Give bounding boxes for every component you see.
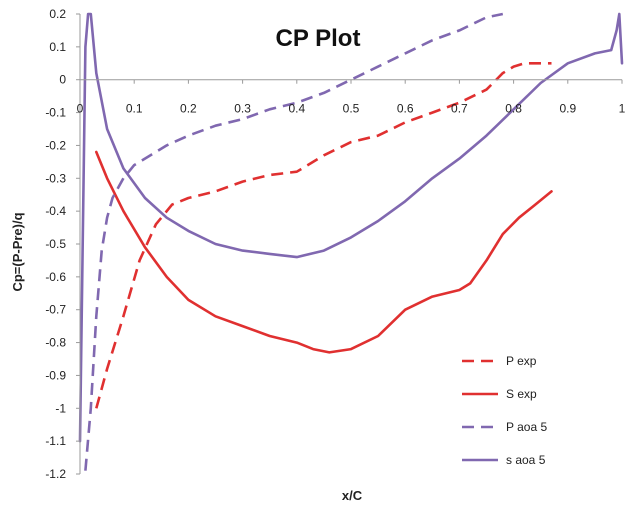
x-axis-label: x/C	[342, 488, 363, 503]
axis-layer: 0.2 0.1 0 -0.1 -0.2 -0.3 -0.4 -0.5 -0.6 -0.7 -0.8 -…	[45, 7, 625, 481]
x-tick-label: 0.1	[126, 102, 143, 116]
x-tick-label: 0.5	[343, 102, 360, 116]
y-tick-label: -0.3	[45, 171, 66, 185]
y-tick-label: 0.1	[49, 40, 66, 54]
x-tick-label: 0.7	[451, 102, 468, 116]
x-tick-label: 0.9	[559, 102, 576, 116]
x-tick-label: 0.3	[234, 102, 251, 116]
y-tick-label: -0.5	[45, 237, 66, 251]
legend-label: S exp	[506, 387, 537, 401]
legend-label: P exp	[506, 354, 537, 368]
x-tick-label: 1	[619, 102, 626, 116]
y-tick-label: -0.7	[45, 303, 66, 317]
x-tick-label: 0.8	[505, 102, 522, 116]
chart-legend: P exp S exp P aoa 5 s aoa 5	[462, 354, 547, 467]
y-tick-label: -0.9	[45, 368, 66, 382]
y-tick-label: -0.2	[45, 138, 66, 152]
y-tick-label: -0.6	[45, 270, 66, 284]
series-line-p-aoa-5	[84, 12, 504, 471]
legend-label: P aoa 5	[506, 420, 547, 434]
series-line-s-exp	[95, 150, 553, 354]
legend-label: s aoa 5	[506, 453, 546, 467]
x-tick-label: 0.6	[397, 102, 414, 116]
y-tick-label: 0.2	[49, 7, 66, 21]
series-layer	[78, 12, 624, 471]
y-axis-label: Cp=(P-Pre)/q	[10, 212, 25, 291]
y-tick-label: -1.2	[45, 467, 66, 481]
series-line-s-aoa-5	[78, 12, 624, 443]
y-tick-label: -0.4	[45, 204, 66, 218]
x-tick-label: 0.2	[180, 102, 197, 116]
x-tick-label: 0	[77, 102, 84, 116]
y-tick-label: -0.8	[45, 336, 66, 350]
y-tick-label: 0	[59, 73, 66, 87]
series-line-p-exp	[95, 62, 552, 409]
chart-title: CP Plot	[276, 25, 361, 52]
y-tick-label: -0.1	[45, 106, 66, 120]
y-tick-label: -1	[55, 401, 66, 415]
y-tick-label: -1.1	[45, 434, 66, 448]
x-tick-label: 0.4	[288, 102, 305, 116]
